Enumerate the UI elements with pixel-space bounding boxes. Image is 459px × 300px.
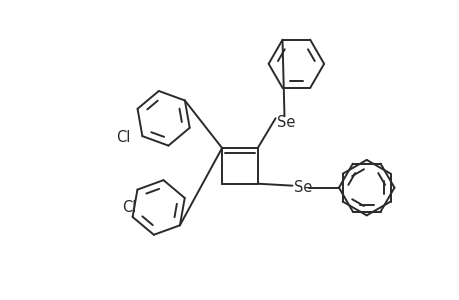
Text: Cl: Cl bbox=[116, 130, 130, 145]
Text: Se: Se bbox=[294, 180, 312, 195]
Text: Cl: Cl bbox=[122, 200, 136, 214]
Text: Se: Se bbox=[276, 115, 294, 130]
